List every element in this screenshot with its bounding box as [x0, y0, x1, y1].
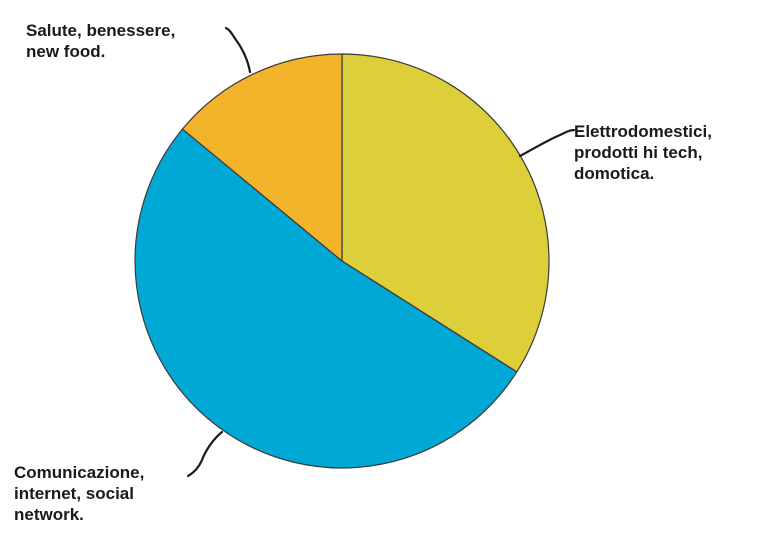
- slice-label-line: new food.: [26, 42, 105, 61]
- pie-slice: [181, 53, 343, 262]
- slice-label-line: network.: [14, 505, 84, 524]
- pie-slice: [134, 128, 518, 469]
- slice-label: Comunicazione, internet, social network.: [14, 463, 144, 524]
- slice-leader-line: [518, 128, 576, 158]
- slice-label-line: prodotti hi tech,: [574, 143, 702, 162]
- slice-label: Salute, benessere, new food.: [26, 21, 175, 61]
- slice-label-line: Comunicazione,: [14, 463, 144, 482]
- slice-label-line: domotica.: [574, 164, 654, 183]
- slice-leader-line: [186, 430, 224, 478]
- slice-leader-line: [224, 26, 252, 74]
- slice-label-line: Salute, benessere,: [26, 21, 175, 40]
- pie-slices: [134, 53, 550, 469]
- pie-slice: [341, 53, 550, 373]
- slice-label: Elettrodomestici, prodotti hi tech, domoti…: [574, 122, 712, 183]
- slice-label-line: Elettrodomestici,: [574, 122, 712, 141]
- slice-label-line: internet, social: [14, 484, 134, 503]
